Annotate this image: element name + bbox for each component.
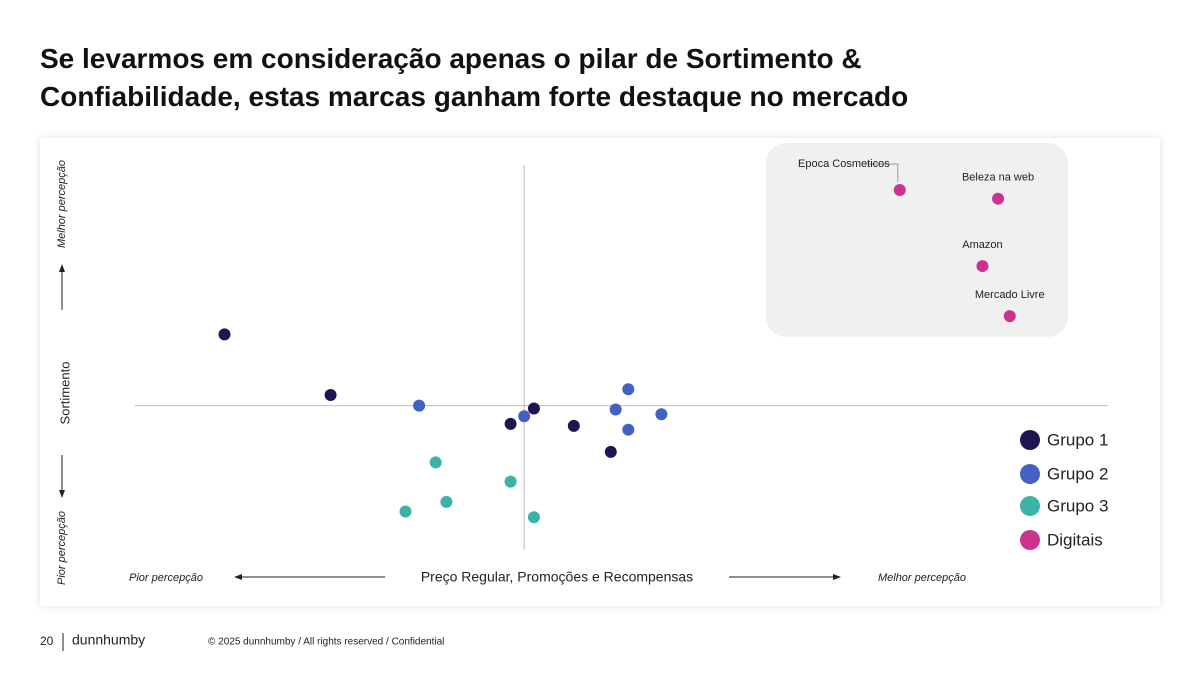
point: [976, 260, 989, 273]
point: [609, 403, 622, 416]
point: [655, 408, 668, 421]
x-high-label: Melhor percepção: [878, 572, 966, 584]
point: [1003, 310, 1016, 323]
point: [504, 417, 517, 430]
legend-marker: [1020, 530, 1040, 550]
y-axis-title: Sortimento: [57, 362, 72, 425]
point-label: Amazon: [962, 239, 1002, 251]
point: [518, 410, 531, 423]
legend-marker: [1020, 464, 1040, 484]
point: [440, 495, 453, 508]
legend-marker: [1020, 430, 1040, 450]
point: [893, 184, 906, 197]
leader-line: [864, 163, 899, 183]
point: [992, 192, 1005, 205]
point: [604, 445, 617, 458]
point-label: Epoca Cosmeticos: [798, 158, 890, 170]
point: [218, 328, 231, 341]
brand: dunnhumby: [72, 632, 145, 648]
point: [622, 423, 635, 436]
page-number: 20: [40, 634, 54, 648]
legend-marker: [1020, 496, 1040, 516]
point: [504, 475, 517, 488]
copyright: © 2025 dunnhumby / All rights reserved /…: [208, 637, 444, 648]
legend-label: Grupo 2: [1047, 464, 1108, 483]
y-low-label: Pior percepção: [56, 511, 68, 585]
point: [567, 419, 580, 432]
point: [622, 383, 635, 396]
point-label: Beleza na web: [962, 172, 1034, 184]
highlight-box: [766, 143, 1068, 337]
point: [399, 505, 412, 518]
y-high-label: Melhor percepção: [56, 160, 68, 248]
point-label: Mercado Livre: [975, 289, 1045, 301]
legend-label: Digitais: [1047, 530, 1103, 549]
x-low-label: Pior percepção: [129, 572, 203, 584]
point: [527, 402, 540, 415]
point: [429, 456, 442, 469]
point: [413, 399, 426, 412]
legend-label: Grupo 3: [1047, 496, 1108, 515]
x-axis-title: Preço Regular, Promoções e Recompensas: [421, 569, 693, 585]
slide-title: Se levarmos em consideração apenas o pil…: [40, 43, 909, 112]
legend-label: Grupo 1: [1047, 430, 1108, 449]
point: [527, 511, 540, 524]
point: [324, 389, 337, 402]
